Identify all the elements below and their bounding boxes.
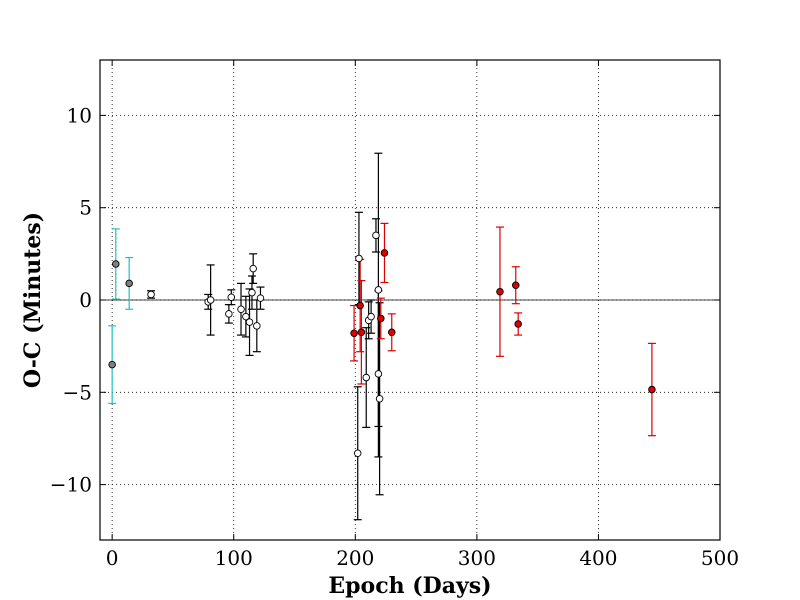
data-point [374, 286, 383, 294]
error-bars [108, 152, 656, 521]
data-point [253, 322, 261, 330]
data-point [227, 293, 236, 301]
data-point [512, 281, 520, 289]
y-tick-label: 0 [79, 288, 92, 312]
data-point [147, 290, 155, 299]
x-tick-label: 400 [579, 546, 617, 570]
y-tick-label: 10 [67, 103, 92, 127]
x-tick-labels: 0 100 200 300 400 500 [106, 546, 739, 570]
data-points [108, 231, 656, 457]
data-point [248, 288, 256, 297]
data-point [225, 310, 233, 318]
axis-ticks [100, 60, 721, 540]
data-point [350, 329, 358, 337]
data-point [388, 328, 396, 337]
y-tick-label: 5 [79, 196, 92, 220]
data-point [353, 449, 362, 457]
data-point [357, 328, 366, 337]
x-tick-label: 500 [701, 546, 739, 570]
y-tick-label: −10 [50, 473, 92, 497]
data-point [372, 231, 380, 240]
x-tick-label: 300 [458, 546, 496, 570]
data-point [125, 279, 133, 288]
x-tick-label: 200 [336, 546, 374, 570]
x-tick-label: 100 [215, 546, 253, 570]
data-point [249, 264, 257, 273]
data-point [355, 254, 363, 263]
data-point [237, 305, 245, 313]
data-point [367, 312, 375, 321]
data-point [362, 373, 370, 382]
data-point [496, 287, 504, 296]
x-tick-label: 0 [106, 546, 119, 570]
data-point [112, 260, 120, 268]
data-point [377, 314, 385, 323]
y-tick-labels: −10 −5 0 5 10 [50, 103, 92, 496]
data-point [374, 370, 383, 378]
data-point [514, 320, 522, 328]
data-point [375, 395, 384, 403]
data-point [108, 360, 116, 369]
data-point [648, 385, 656, 394]
data-point [245, 318, 254, 326]
data-point [256, 294, 265, 302]
data-point [380, 249, 389, 257]
data-point [356, 301, 364, 310]
data-point [242, 312, 250, 321]
x-axis-title: Epoch (Days) [328, 573, 491, 599]
data-point [206, 296, 215, 304]
y-axis-title: O-C (Minutes) [20, 212, 46, 388]
y-tick-label: −5 [63, 380, 92, 404]
